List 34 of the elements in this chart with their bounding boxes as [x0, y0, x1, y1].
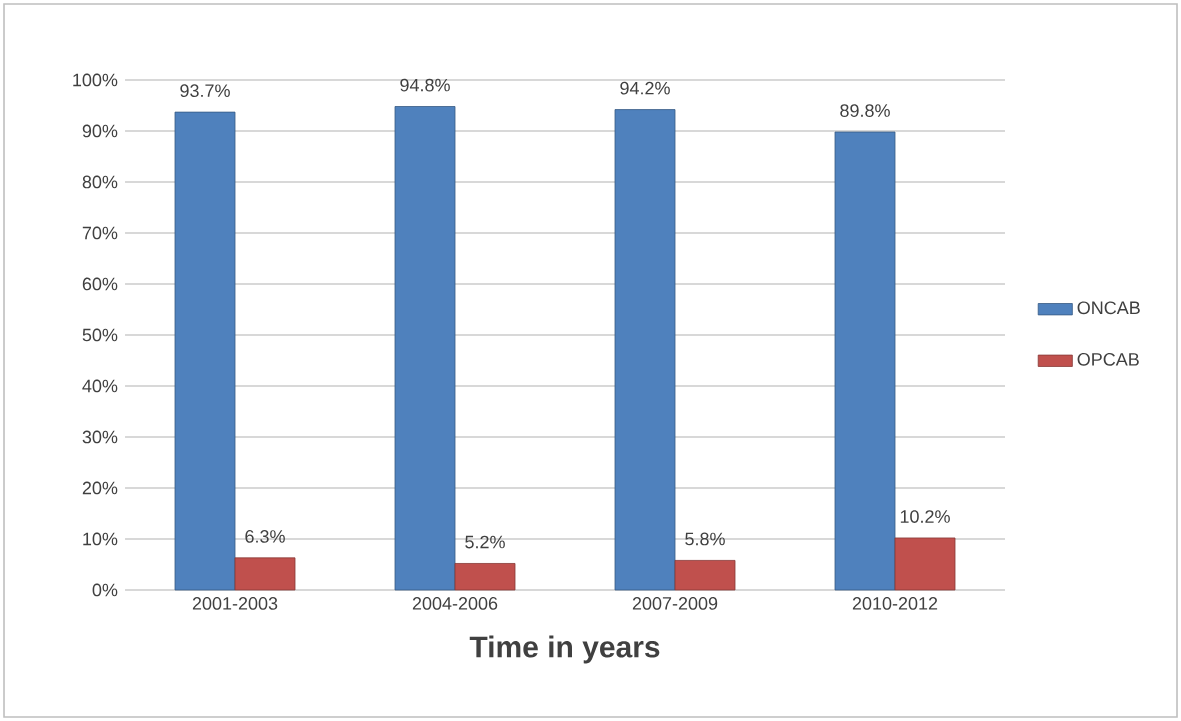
y-tick-label: 0% [92, 583, 118, 597]
x-tick-label: 2010-2012 [852, 597, 938, 610]
x-tick-label: 2004-2006 [412, 597, 498, 610]
y-tick-label: 70% [82, 226, 118, 240]
data-label: 5.8% [685, 532, 725, 546]
y-tick-label: 30% [82, 430, 118, 444]
y-tick-label: 50% [82, 328, 118, 342]
y-tick-label: 80% [82, 175, 118, 189]
y-tick-label: 40% [82, 379, 118, 393]
data-label: 94.8% [400, 78, 450, 92]
data-label: 94.2% [620, 81, 670, 95]
bar [454, 563, 516, 591]
data-label: 6.3% [245, 530, 285, 543]
bar [674, 560, 736, 591]
legend-label: OPCAB [1077, 352, 1139, 366]
legend-label: ONCAB [1077, 301, 1140, 315]
bar [394, 106, 456, 591]
data-label: 93.7% [180, 84, 230, 98]
bar [234, 557, 296, 591]
y-tick-label: 60% [82, 277, 118, 291]
data-label: 10.2% [900, 510, 950, 523]
x-tick-label: 2007-2009 [632, 597, 718, 610]
y-tick-label: 10% [83, 532, 118, 546]
bar [174, 111, 236, 591]
data-label: 89.8% [840, 104, 890, 117]
y-tick-label: 90% [82, 124, 118, 138]
data-label: 5.2% [465, 535, 505, 549]
bar [834, 131, 896, 591]
x-tick-label: 2001-2003 [192, 597, 278, 610]
bar [894, 537, 956, 591]
x-axis-title: Time in years [469, 635, 660, 664]
y-tick-label: 100% [73, 73, 118, 87]
bar [614, 109, 676, 591]
y-tick-label: 20% [82, 481, 118, 495]
